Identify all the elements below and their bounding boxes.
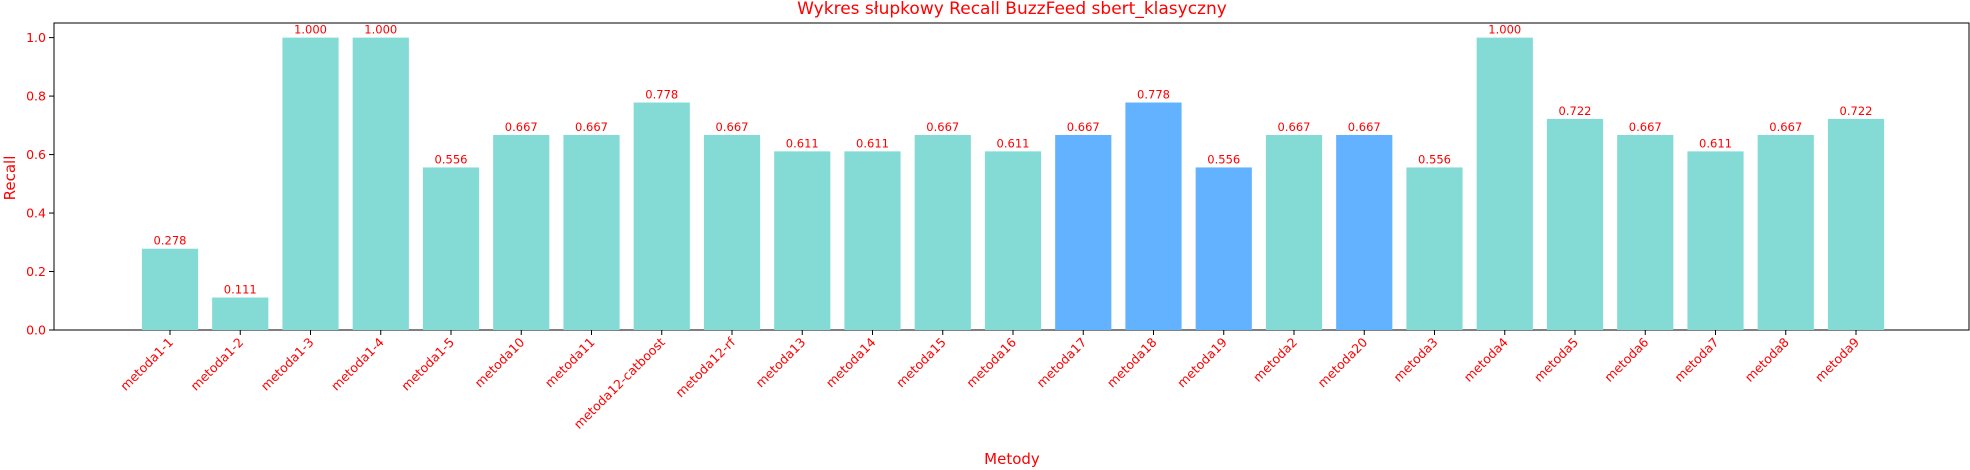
bar-metoda15 [914, 134, 971, 330]
data-label-metoda17: 0.667 [1067, 120, 1100, 134]
bar-metoda11 [563, 134, 620, 330]
data-label-metoda9: 0.722 [1840, 104, 1873, 118]
y-tick-label: 0.2 [26, 264, 46, 279]
bar-metoda12-rf [703, 134, 761, 330]
y-tick-label: 0.6 [26, 147, 46, 162]
data-label-metoda1-3: 1.000 [294, 23, 327, 37]
x-tick-label-metoda5: metoda5 [1531, 335, 1581, 385]
data-label-metoda15: 0.667 [926, 120, 959, 134]
x-tick-label-metoda17: metoda17 [1034, 335, 1090, 391]
bar-metoda17 [1055, 134, 1112, 330]
x-tick-label-metoda19: metoda19 [1174, 334, 1230, 390]
data-label-metoda10: 0.667 [505, 120, 538, 134]
bar-metoda18 [1125, 102, 1182, 330]
data-label-metoda8: 0.667 [1769, 120, 1802, 134]
x-tick-label-metoda1-2: metoda1-2 [187, 335, 246, 394]
bar-metoda10 [493, 134, 550, 330]
bar-metoda5 [1546, 118, 1604, 330]
bar-metoda8 [1757, 134, 1814, 330]
bar-metoda20 [1336, 134, 1393, 330]
data-label-metoda7: 0.611 [1699, 136, 1732, 150]
y-tick-labels: 0.0 0.2 0.4 0.6 0.8 1.0 [26, 30, 54, 338]
x-tick-label-metoda1-1: metoda1-1 [117, 335, 176, 394]
x-tick-label-metoda1-3: metoda1-3 [258, 335, 317, 394]
bar-metoda1-4 [352, 37, 409, 330]
data-label-metoda6: 0.667 [1629, 120, 1662, 134]
x-tick-label-metoda14: metoda14 [823, 334, 879, 390]
data-label-metoda12-rf: 0.667 [716, 120, 749, 134]
x-tick-label-metoda15: metoda15 [893, 335, 949, 391]
x-tick-label-metoda12-rf: metoda12-rf [672, 334, 738, 400]
bar-metoda1-2 [212, 297, 269, 330]
y-axis-label: Recall [1, 156, 19, 201]
bars [141, 37, 1885, 330]
bar-metoda1-1 [141, 248, 199, 330]
data-label-metoda1-1: 0.278 [154, 234, 187, 248]
data-label-metoda11: 0.667 [575, 120, 608, 134]
x-tick-label-metoda18: metoda18 [1104, 334, 1160, 390]
y-tick-label: 0.0 [26, 323, 46, 338]
bar-metoda13 [774, 151, 831, 330]
data-label-metoda19: 0.556 [1207, 152, 1240, 166]
data-label-metoda1-5: 0.556 [435, 152, 468, 166]
bar-metoda4 [1476, 37, 1533, 330]
data-label-metoda4: 1.000 [1488, 23, 1521, 37]
bar-metoda19 [1195, 167, 1252, 330]
x-tick-label-metoda6: metoda6 [1601, 334, 1651, 384]
data-label-metoda16: 0.611 [997, 136, 1030, 150]
x-tick-label-metoda1-5: metoda1-5 [398, 335, 457, 394]
data-label-metoda20: 0.667 [1348, 120, 1381, 134]
data-labels: 0.278 0.111 1.000 1.000 0.556 0.667 0.667 0.778… [154, 23, 1873, 297]
bar-metoda2 [1265, 134, 1323, 330]
data-label-metoda1-2: 0.111 [224, 283, 257, 297]
x-tick-label-metoda3: metoda3 [1390, 335, 1440, 385]
bar-metoda1-3 [282, 37, 339, 330]
bar-metoda3 [1406, 167, 1463, 330]
x-tick-label-metoda8: metoda8 [1742, 334, 1792, 384]
x-tick-label-metoda4: metoda4 [1461, 334, 1511, 384]
bar-metoda1-5 [422, 167, 480, 330]
x-tick-label-metoda2: metoda2 [1250, 335, 1300, 385]
x-tick-label-metoda7: metoda7 [1671, 335, 1721, 385]
x-tick-label-metoda1-4: metoda1-4 [328, 334, 387, 393]
x-tick-label-metoda10: metoda10 [472, 334, 528, 390]
data-label-metoda12-catboost: 0.778 [645, 88, 678, 102]
x-axis-label: Metody [984, 450, 1040, 468]
chart-title: Wykres słupkowy Recall BuzzFeed sbert_kl… [797, 0, 1227, 19]
bar-metoda7 [1687, 151, 1744, 330]
bar-metoda14 [844, 151, 901, 330]
bar-metoda12-catboost [633, 102, 690, 330]
y-tick-label: 1.0 [26, 30, 46, 45]
x-tick-label-metoda9: metoda9 [1812, 334, 1862, 384]
data-label-metoda2: 0.667 [1278, 120, 1311, 134]
x-tick-labels: metoda1-1 metoda1-2 metoda1-3 metoda1-4 meto… [117, 330, 1862, 432]
x-tick-label-metoda11: metoda11 [542, 335, 598, 391]
bar-metoda16 [984, 151, 1042, 330]
y-tick-label: 0.8 [26, 89, 46, 104]
x-tick-label-metoda13: metoda13 [753, 335, 809, 391]
data-label-metoda13: 0.611 [786, 136, 819, 150]
bar-metoda6 [1617, 134, 1674, 330]
bar-metoda9 [1827, 118, 1885, 330]
data-label-metoda14: 0.611 [856, 136, 889, 150]
y-tick-label: 0.4 [26, 206, 46, 221]
data-label-metoda1-4: 1.000 [364, 23, 397, 37]
x-tick-label-metoda16: metoda16 [963, 334, 1019, 390]
x-tick-label-metoda20: metoda20 [1315, 334, 1371, 390]
data-label-metoda18: 0.778 [1137, 88, 1170, 102]
data-label-metoda5: 0.722 [1559, 104, 1592, 118]
data-label-metoda3: 0.556 [1418, 152, 1451, 166]
